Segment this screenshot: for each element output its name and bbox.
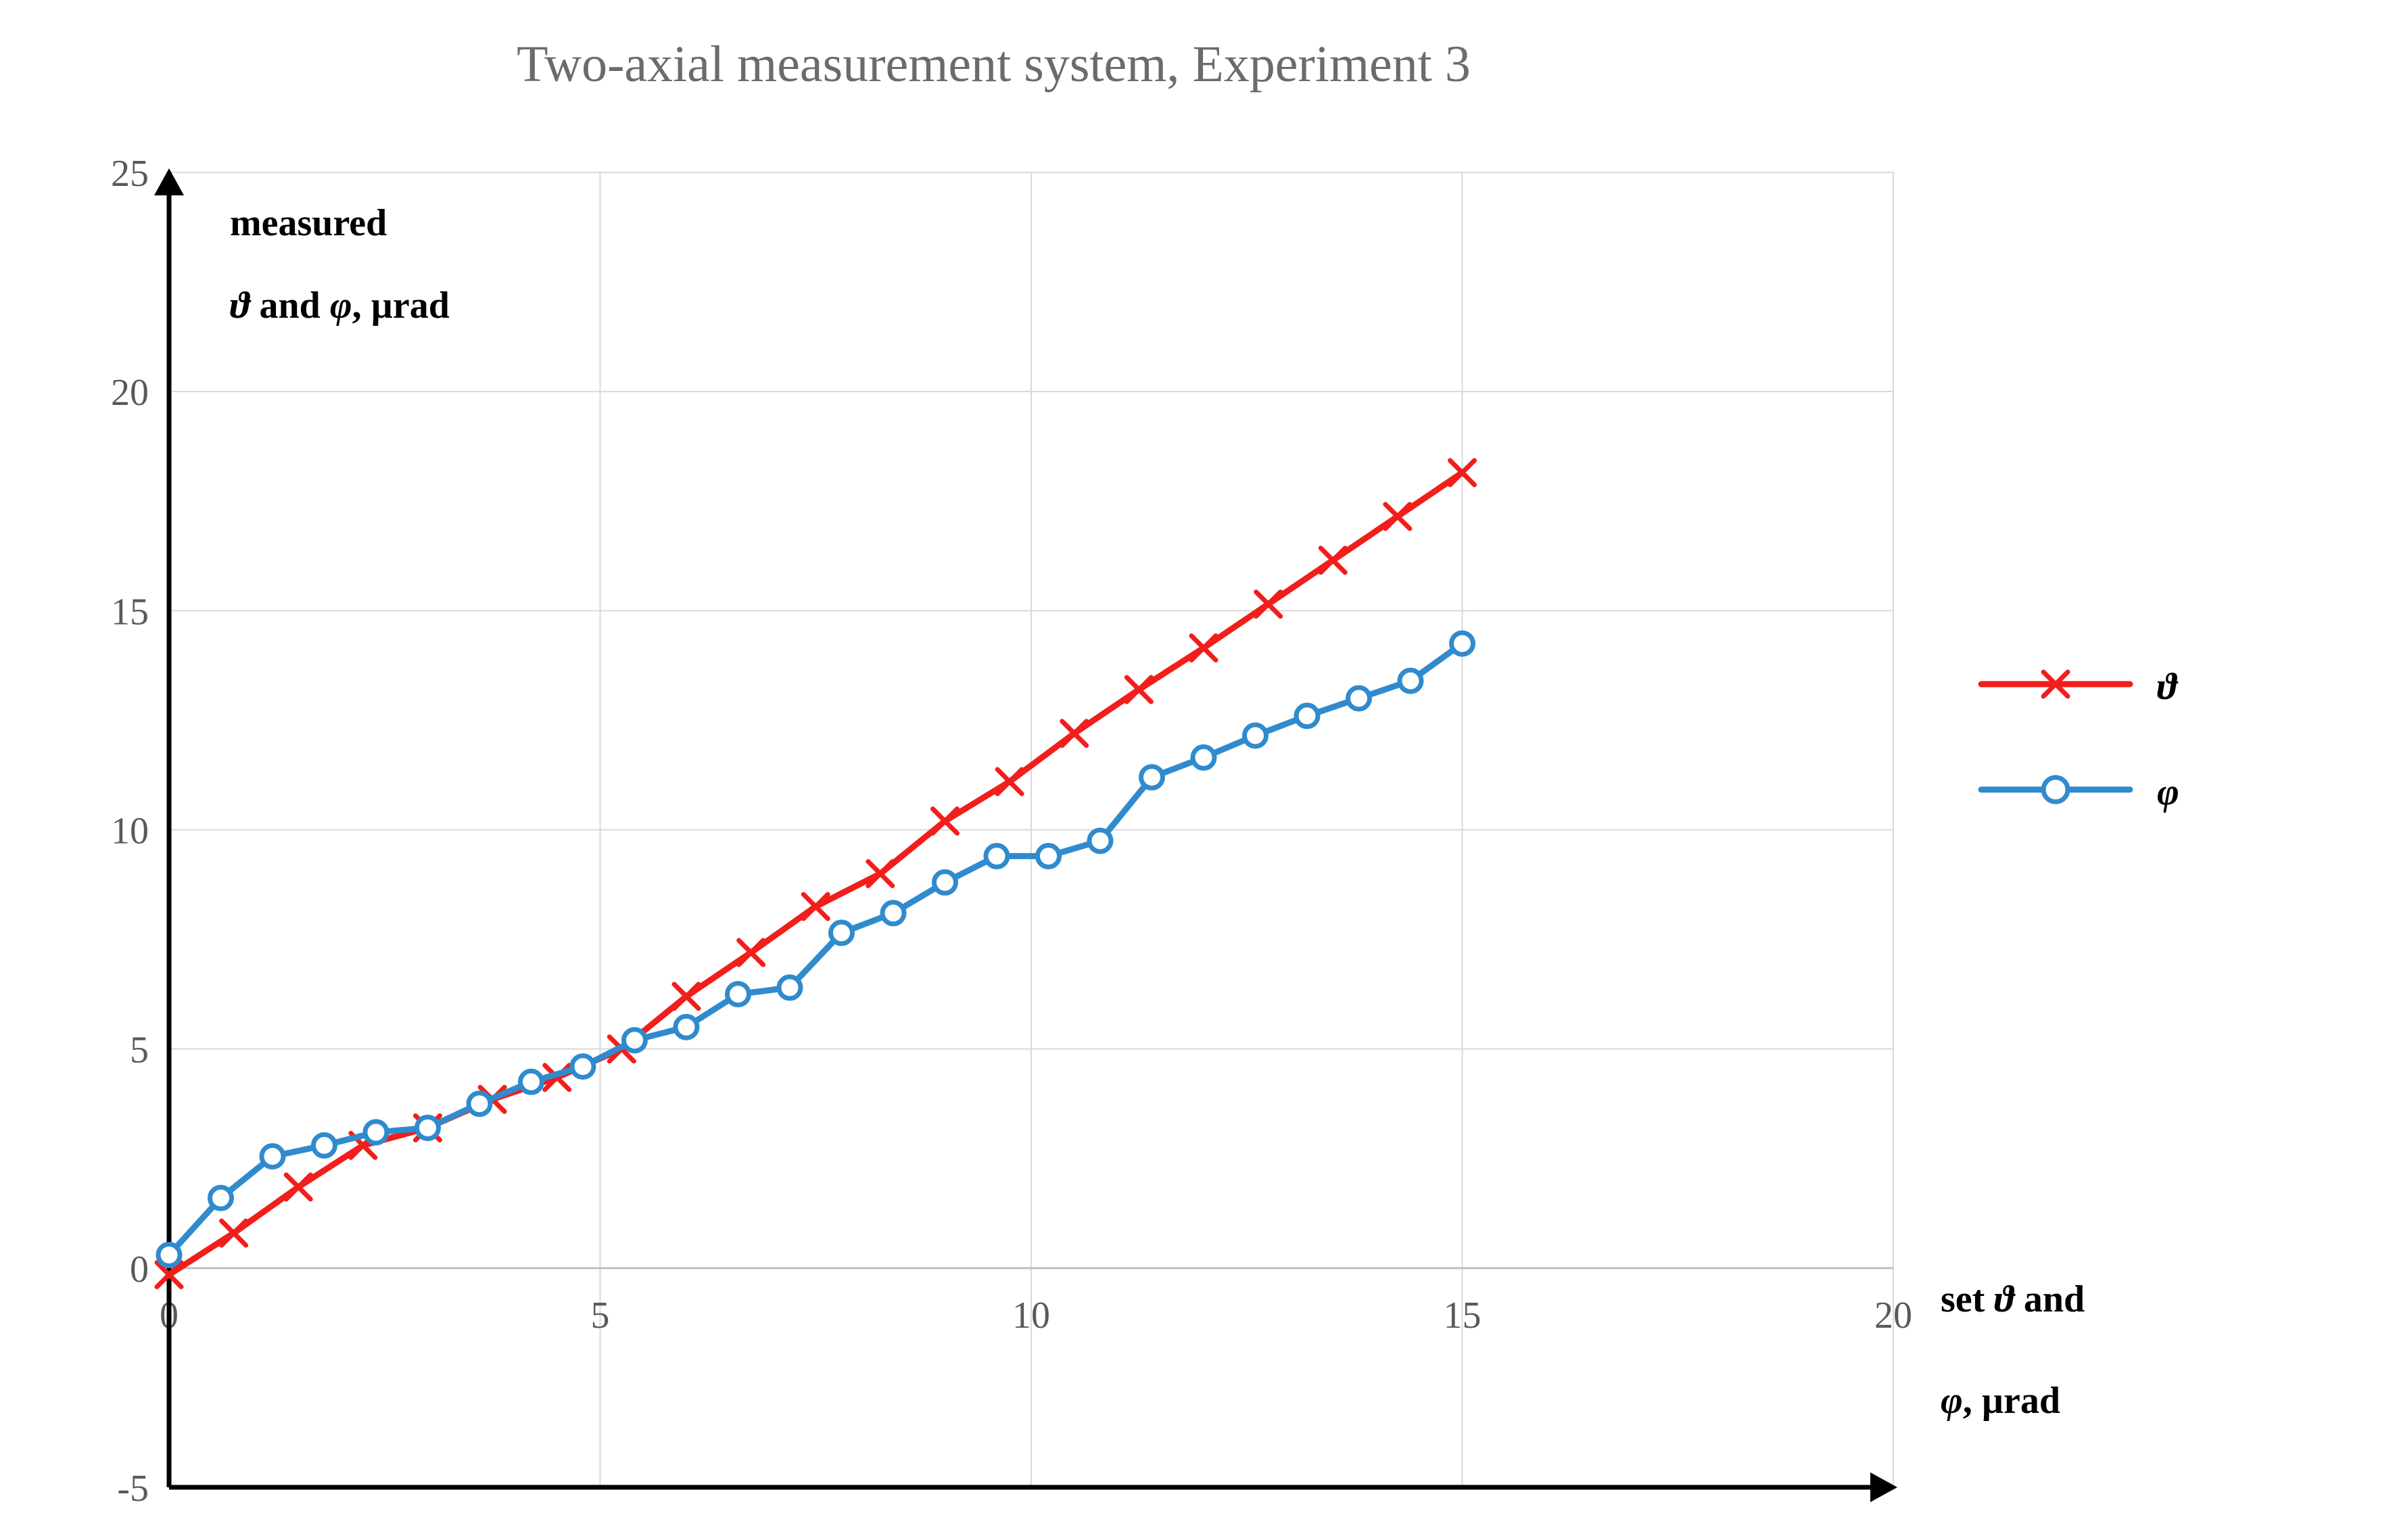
marker-circle-phi [1141, 767, 1163, 788]
legend-marker-circle [2043, 777, 2068, 802]
ytick-label: 20 [111, 372, 149, 414]
marker-circle-phi [521, 1071, 542, 1092]
marker-circle-phi [1193, 747, 1214, 769]
marker-circle-phi [417, 1117, 439, 1138]
xtick-label: 20 [1874, 1295, 1912, 1337]
marker-circle-phi [1245, 725, 1266, 746]
xtick-label: 10 [1012, 1295, 1050, 1337]
marker-circle-phi [1452, 633, 1473, 654]
marker-circle-phi [1400, 670, 1421, 692]
marker-circle-phi [1089, 830, 1111, 852]
marker-circle-phi [986, 845, 1008, 867]
ytick-label: 0 [130, 1249, 149, 1291]
ytick-label: 25 [111, 153, 149, 195]
ytick-label: -5 [117, 1468, 149, 1510]
marker-circle-phi [158, 1244, 180, 1266]
legend-label-0: ϑ [2157, 666, 2179, 708]
marker-circle-phi [624, 1030, 646, 1051]
chart-title: Two-axial measurement system, Experiment… [517, 36, 1471, 93]
x-axis-label-2: φ, µrad [1941, 1380, 2060, 1422]
ytick-label: 10 [111, 811, 149, 852]
marker-circle-phi [314, 1134, 335, 1156]
marker-circle-phi [728, 984, 749, 1005]
ytick-label: 5 [130, 1030, 149, 1072]
marker-circle-phi [210, 1187, 232, 1209]
marker-circle-phi [676, 1016, 697, 1038]
marker-circle-phi [262, 1146, 283, 1168]
marker-circle-phi [1038, 845, 1060, 867]
marker-circle-phi [469, 1093, 490, 1115]
marker-circle-phi [934, 871, 956, 893]
chart-svg: Two-axial measurement system, Experiment… [0, 0, 2393, 1540]
marker-circle-phi [1296, 705, 1318, 727]
marker-circle-phi [882, 903, 904, 924]
ytick-label: 15 [111, 591, 149, 633]
x-axis-label-1: set ϑ and [1941, 1278, 2085, 1320]
y-axis-label-2: ϑ and φ, µrad [230, 285, 450, 327]
marker-circle-phi [831, 922, 853, 944]
xtick-label: 5 [591, 1295, 610, 1337]
xtick-label: 15 [1444, 1295, 1482, 1337]
marker-circle-phi [365, 1122, 387, 1143]
y-axis-label-1: measured [230, 202, 387, 244]
chart-container: Two-axial measurement system, Experiment… [0, 0, 2393, 1540]
legend-label-1: φ [2157, 771, 2179, 813]
marker-circle-phi [779, 977, 801, 998]
marker-circle-phi [1348, 688, 1370, 709]
marker-circle-phi [572, 1056, 594, 1078]
